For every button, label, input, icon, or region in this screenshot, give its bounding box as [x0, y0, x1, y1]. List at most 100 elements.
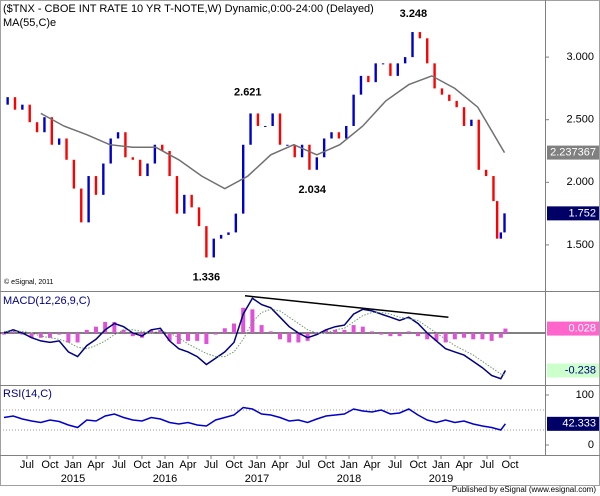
x-tick-label: Jan [64, 459, 82, 471]
last-value-label: -0.238 [565, 364, 596, 376]
price-bar [161, 144, 164, 152]
last-value-box [547, 363, 599, 378]
histogram-bar [47, 332, 52, 338]
price-bar [352, 94, 355, 126]
last-value-box [547, 206, 599, 221]
price-bar [72, 159, 76, 189]
last-value-box [547, 321, 599, 336]
x-tick-label: Apr [363, 459, 380, 471]
histogram-bar [158, 329, 163, 333]
price-bar [492, 176, 495, 202]
last-value-box [547, 145, 599, 160]
histogram-bar [416, 332, 421, 337]
histogram-bar [452, 332, 457, 340]
price-bar [308, 144, 311, 170]
price-bar [205, 226, 208, 258]
series-line [3, 406, 507, 431]
year-label: 2017 [245, 473, 269, 485]
price-bar [359, 75, 363, 95]
histogram-bar [29, 332, 34, 338]
price-bar [337, 132, 341, 139]
price-bar [175, 176, 179, 214]
price-bar [484, 169, 488, 177]
price-bar [499, 232, 503, 239]
x-tick-label: Apr [271, 459, 288, 471]
price-bar [219, 234, 223, 239]
last-value-label: 0.028 [568, 322, 596, 334]
price-bar [102, 163, 105, 195]
x-tick-label: Jul [296, 459, 310, 471]
histogram-bar [93, 326, 98, 333]
price-bar [21, 104, 24, 110]
price-bar [322, 138, 326, 158]
histogram-bar [489, 332, 494, 341]
price-bar [315, 157, 319, 170]
price-bar [168, 151, 171, 177]
price-bar [94, 176, 98, 195]
price-bar [345, 125, 348, 139]
histogram-bar [66, 332, 71, 343]
price-bar [35, 122, 39, 133]
x-tick-label: Oct [317, 459, 334, 471]
panel-title: RSI(14,C) [3, 388, 52, 400]
histogram-bar [370, 331, 375, 333]
price-bar [293, 144, 296, 158]
last-value-label: 42.333 [562, 418, 596, 430]
price-bar [116, 132, 120, 139]
x-tick-label: Oct [41, 459, 58, 471]
histogram-bar [379, 332, 384, 335]
price-bar [227, 232, 230, 235]
panel-title: MACD(12,26,9,C) [3, 295, 90, 307]
histogram-bar [103, 321, 108, 333]
x-tick-label: Oct [409, 459, 426, 471]
last-value-label: 1.752 [568, 207, 596, 219]
price-bar [109, 138, 112, 164]
price-bar [65, 138, 68, 160]
y-tick-label: 0 [588, 439, 594, 451]
histogram-bar [388, 332, 393, 337]
x-tick-label: Jul [204, 459, 218, 471]
year-label: 2016 [153, 473, 177, 485]
histogram-bar [480, 332, 485, 340]
price-bar [146, 163, 149, 177]
histogram-bar [351, 325, 356, 333]
year-label: 2015 [61, 473, 85, 485]
histogram-bar [324, 329, 329, 333]
histogram-bar [259, 325, 264, 333]
x-tick-label: Oct [133, 459, 150, 471]
x-tick-label: Jul [388, 459, 402, 471]
histogram-bar [462, 332, 467, 338]
annotation: 1.336 [193, 271, 221, 283]
last-value-label: 2.237367 [550, 146, 596, 158]
histogram-bar [112, 321, 117, 333]
annotation: 2.621 [234, 86, 262, 98]
histogram-bar [204, 332, 209, 345]
y-tick-label: 3.000 [566, 51, 594, 63]
watermark: © eSignal, 2011 [4, 278, 54, 286]
price-bar [455, 100, 458, 108]
price-bar [396, 63, 399, 76]
x-tick-label: Jan [432, 459, 450, 471]
chart-title: ($TNX - CBOE INT RATE 10 YR T-NOTE,W) Dy… [3, 3, 374, 15]
histogram-bar [11, 331, 16, 333]
price-bar [124, 132, 127, 158]
year-label: 2018 [337, 473, 361, 485]
price-bar [374, 63, 377, 83]
price-bar [264, 125, 267, 127]
x-tick-label: Apr [179, 459, 196, 471]
price-bar [503, 213, 506, 233]
price-bar [389, 63, 392, 76]
price-bar [197, 207, 201, 227]
series-line [244, 295, 449, 318]
price-bar [234, 213, 238, 233]
histogram-bar [130, 332, 135, 337]
price-bar [300, 144, 304, 158]
histogram-bar [471, 332, 476, 340]
price-bar [57, 138, 61, 145]
histogram-bar [443, 332, 448, 343]
x-tick-label: Jan [340, 459, 358, 471]
histogram-bar [360, 326, 365, 333]
x-tick-label: Oct [225, 459, 242, 471]
